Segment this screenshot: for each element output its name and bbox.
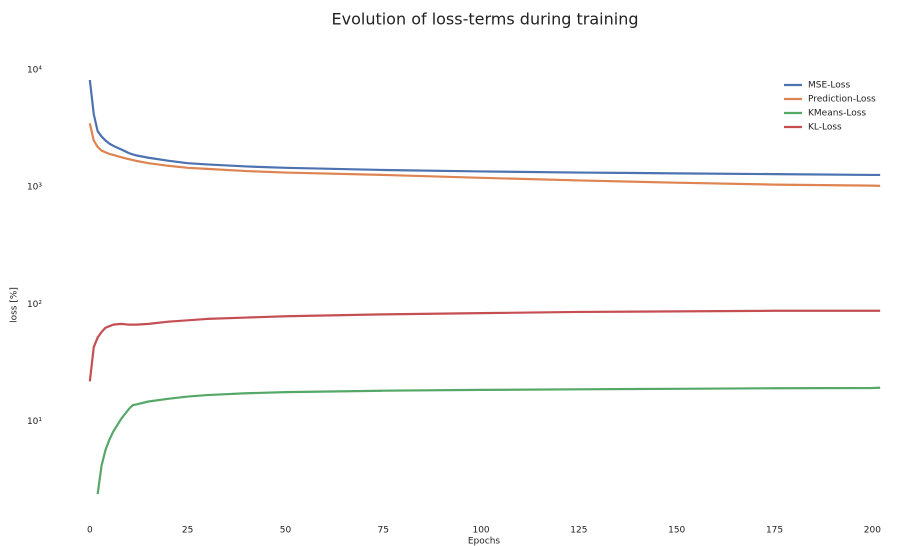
series-line — [88, 79, 881, 177]
legend-label: MSE-Loss — [808, 81, 850, 91]
legend-label: Prediction-Loss — [808, 95, 876, 105]
x-tick-label: 50 — [280, 526, 292, 536]
x-tick-label: 0 — [87, 526, 93, 536]
x-tick-label: 175 — [766, 526, 783, 536]
x-tick-label: 75 — [378, 526, 389, 536]
x-tick-label: 100 — [472, 526, 489, 536]
y-tick-label: 10³ — [27, 183, 42, 193]
x-tick-label: 25 — [182, 526, 193, 536]
chart-title: Evolution of loss-terms during training — [332, 10, 639, 29]
y-tick-label: 10⁴ — [27, 65, 42, 75]
series-line — [96, 386, 881, 495]
x-tick-label: 125 — [570, 526, 587, 536]
y-tick-label: 10² — [27, 300, 42, 310]
x-tick-label: 200 — [864, 526, 881, 536]
series-line — [88, 123, 881, 187]
y-axis-label: loss [%] — [10, 287, 20, 323]
legend-label: KL-Loss — [808, 123, 842, 133]
series-line — [88, 309, 881, 382]
y-tick-label: 10¹ — [27, 417, 42, 427]
x-tick-label: 150 — [668, 526, 685, 536]
plot-area — [88, 79, 881, 495]
legend-label: KMeans-Loss — [808, 109, 866, 119]
x-axis-label: Epochs — [468, 537, 501, 546]
